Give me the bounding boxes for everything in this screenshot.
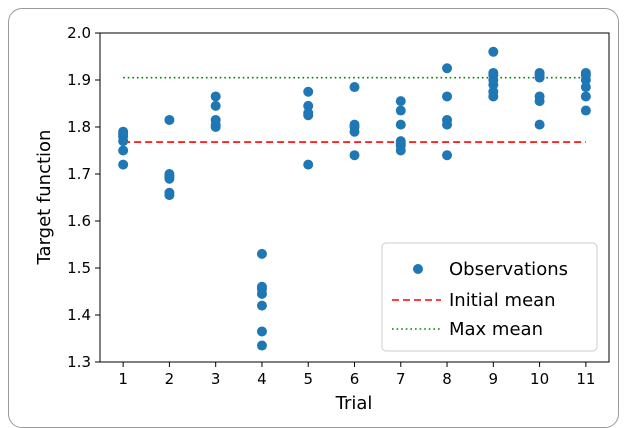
y-tick-label: 1.8 [67, 118, 91, 136]
x-tick-label: 6 [350, 370, 360, 388]
observation-point [350, 150, 360, 160]
observation-point [164, 115, 174, 125]
x-tick-label: 11 [576, 370, 595, 388]
y-axis-label: Target function [34, 130, 55, 266]
y-tick-label: 2.0 [67, 24, 91, 42]
x-axis-label: Trial [335, 393, 373, 414]
observation-point [396, 106, 406, 116]
observation-point [211, 91, 221, 101]
x-tick-label: 10 [530, 370, 549, 388]
observation-point [396, 136, 406, 146]
observation-point [257, 282, 267, 292]
legend-label-initial-mean: Initial mean [449, 290, 556, 311]
x-tick-label: 9 [489, 370, 499, 388]
observation-point [535, 68, 545, 78]
observation-point [535, 120, 545, 130]
y-tick-label: 1.4 [67, 306, 91, 324]
x-tick-label: 1 [118, 370, 128, 388]
x-tick-label: 3 [211, 370, 221, 388]
observation-point [488, 47, 498, 57]
observation-point [118, 160, 128, 170]
observation-point [211, 101, 221, 111]
observation-point [488, 68, 498, 78]
observation-point [581, 106, 591, 116]
observation-point [257, 301, 267, 311]
observation-point [350, 82, 360, 92]
observation-point [442, 115, 452, 125]
observation-point [257, 341, 267, 351]
observation-point [303, 87, 313, 97]
y-tick-label: 1.3 [67, 353, 91, 371]
y-tick-label: 1.9 [67, 71, 91, 89]
observation-point [350, 120, 360, 130]
observation-point [257, 249, 267, 259]
y-axis-ticks: 1.3 1.4 1.5 1.6 1.7 1.8 1.9 2.0 [67, 24, 100, 371]
observation-point [581, 91, 591, 101]
legend-marker-observations [413, 264, 423, 274]
observation-point [118, 127, 128, 137]
observation-point [164, 169, 174, 179]
observation-point [257, 326, 267, 336]
observation-point [303, 160, 313, 170]
y-tick-label: 1.5 [67, 259, 91, 277]
observation-point [442, 150, 452, 160]
observation-point [118, 146, 128, 156]
x-tick-label: 2 [165, 370, 175, 388]
observation-point [396, 120, 406, 130]
observation-point [303, 101, 313, 111]
legend-label-max-mean: Max mean [449, 319, 543, 340]
y-tick-label: 1.7 [67, 165, 91, 183]
x-tick-label: 5 [303, 370, 313, 388]
legend: Observations Initial mean Max mean [382, 243, 597, 351]
observation-point [581, 68, 591, 78]
scatter-chart: 1 2 3 4 5 6 7 8 9 10 11 1.3 1.4 1.5 1.6 1.7 1.8 1.9 2.0 T… [0, 0, 629, 417]
y-tick-label: 1.6 [67, 212, 91, 230]
observation-point [535, 91, 545, 101]
x-axis-ticks: 1 2 3 4 5 6 7 8 9 10 11 [118, 362, 595, 388]
observation-point [442, 91, 452, 101]
x-tick-label: 4 [257, 370, 267, 388]
x-tick-label: 7 [396, 370, 406, 388]
legend-label-observations: Observations [449, 259, 568, 280]
observation-point [396, 96, 406, 106]
observation-point [442, 63, 452, 73]
x-tick-label: 8 [442, 370, 452, 388]
observation-point [164, 188, 174, 198]
observation-point [211, 115, 221, 125]
